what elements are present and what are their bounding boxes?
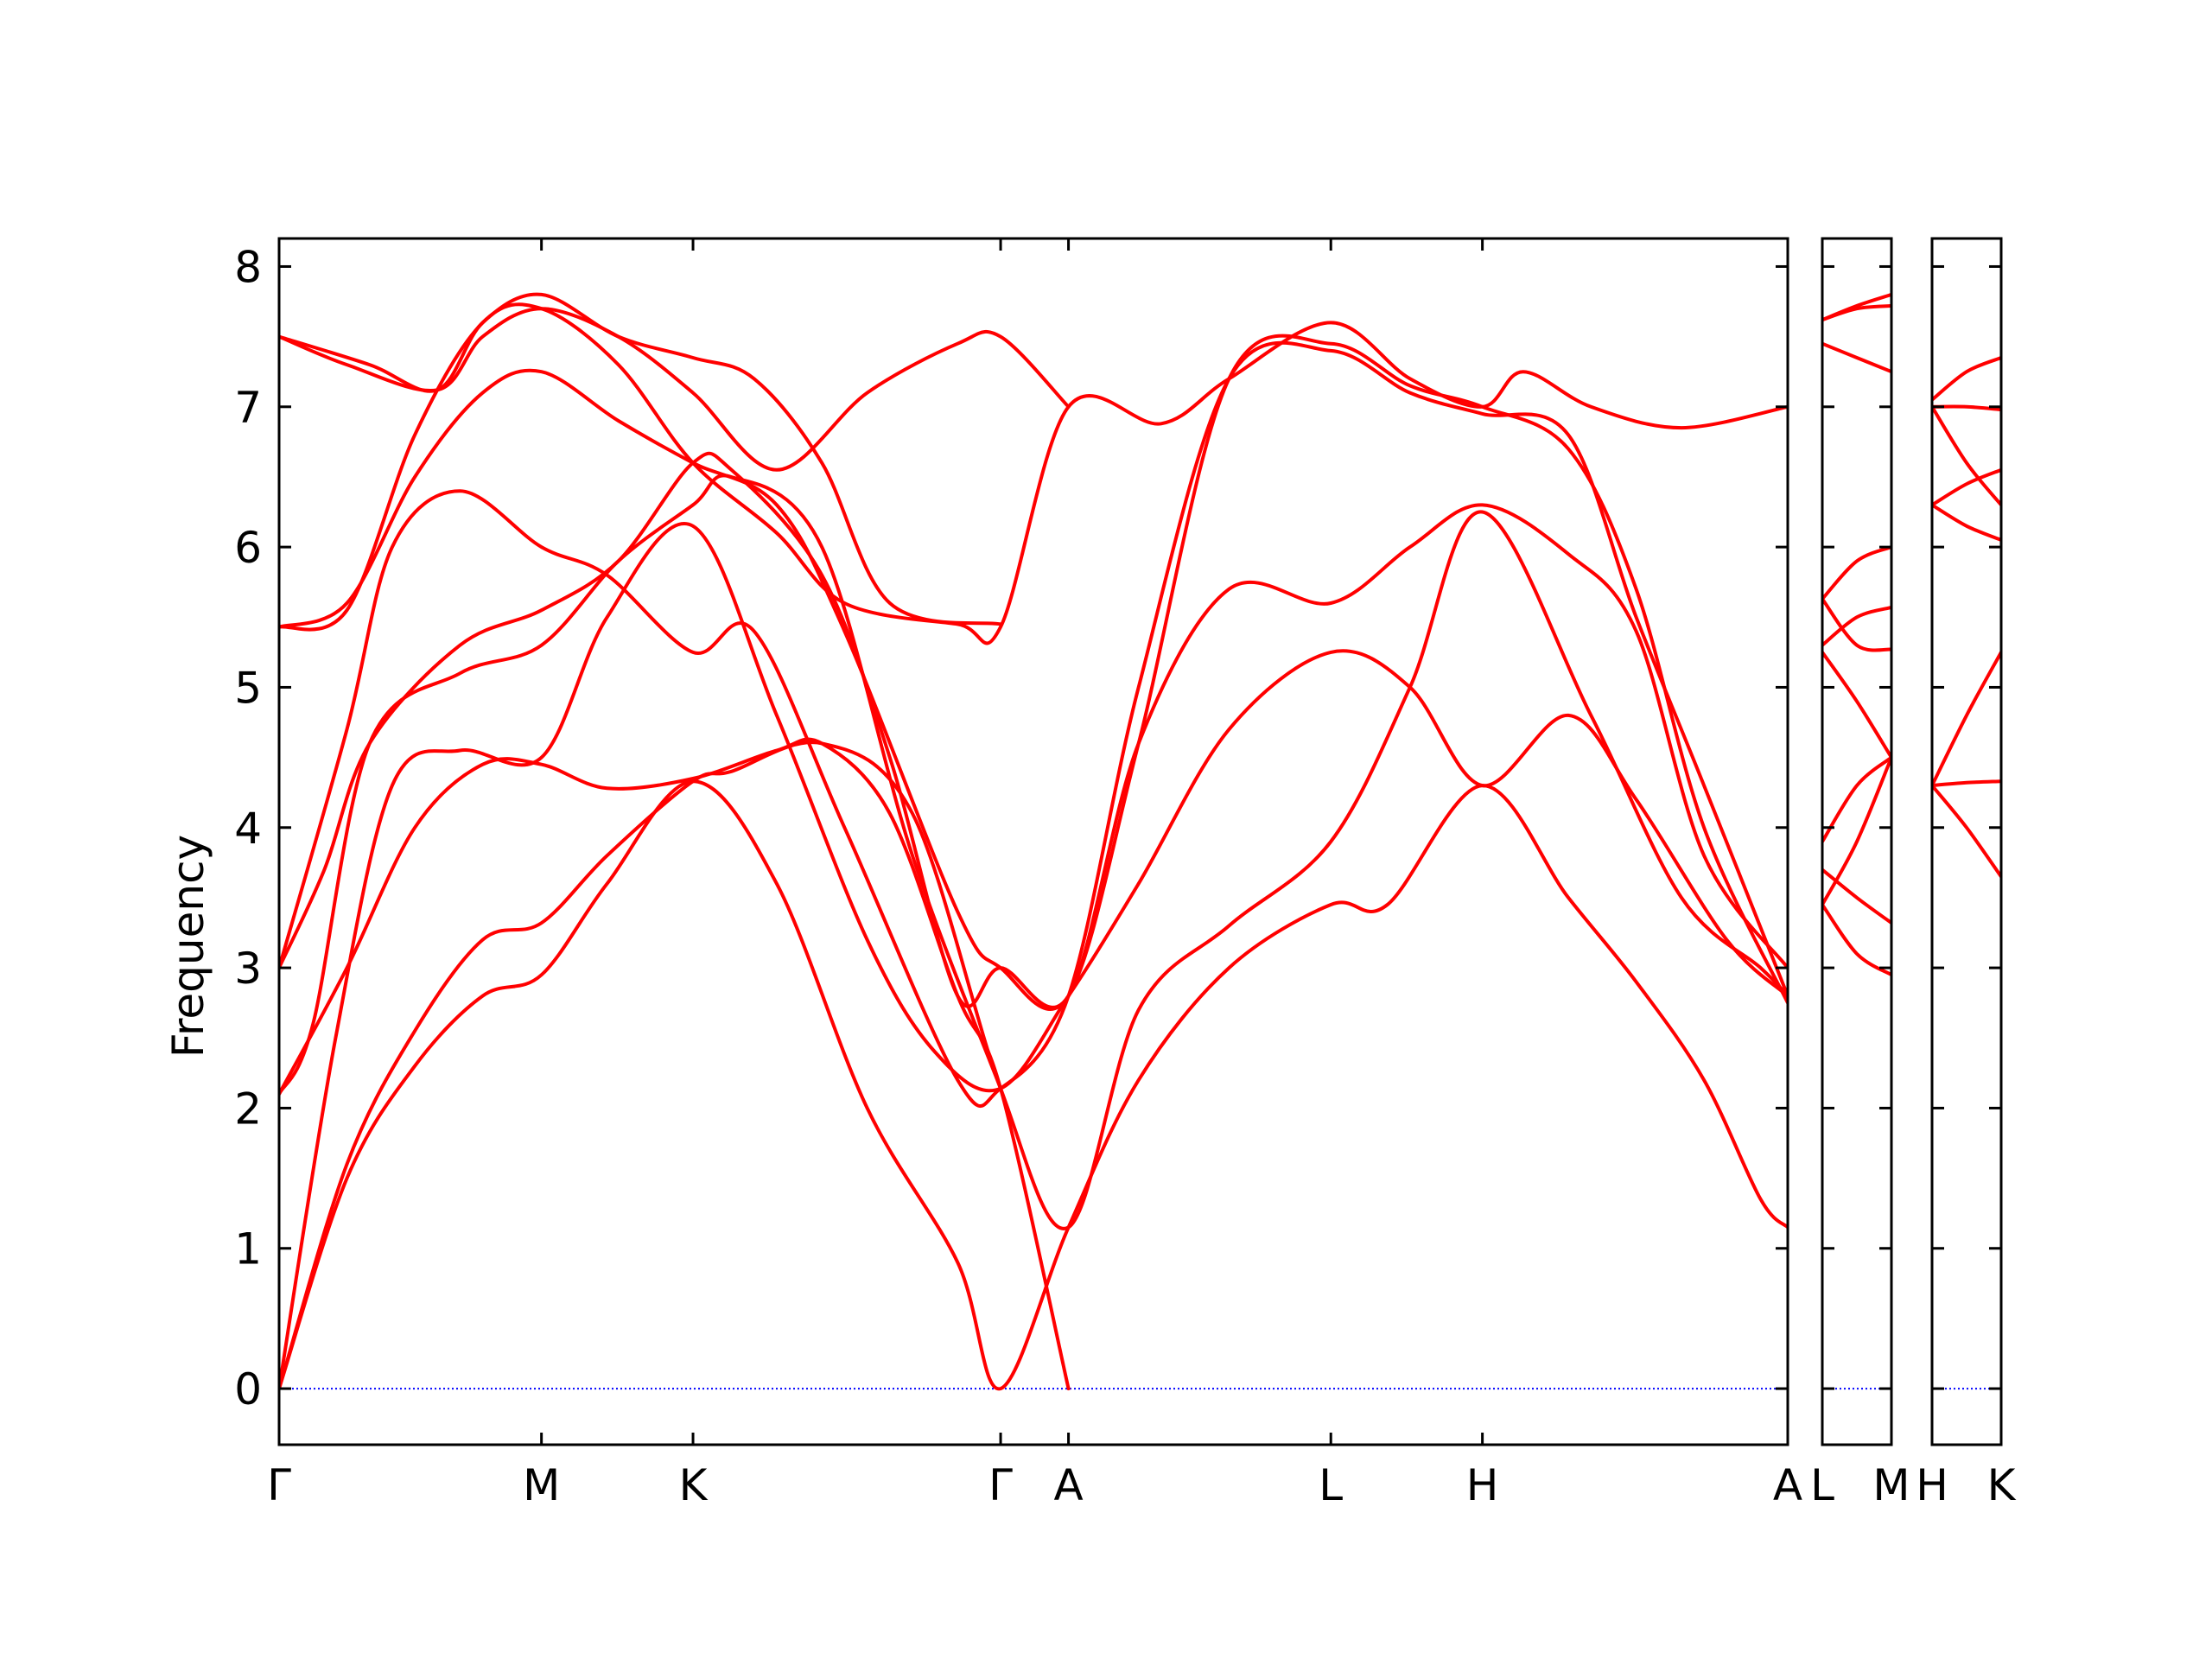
x-tick-label: K (1987, 1460, 2017, 1510)
y-tick-label: 0 (234, 1364, 262, 1414)
x-tick-label: M (523, 1460, 560, 1510)
band-line-8 (279, 302, 1788, 645)
band-line-3 (1822, 755, 1891, 843)
band-line-7 (279, 334, 1788, 1011)
band-line-9 (1822, 303, 1891, 322)
x-tick-label: K (679, 1460, 709, 1510)
x-tick-label: L (1319, 1460, 1343, 1510)
band-line-2 (279, 522, 1788, 1391)
band-line-3 (1932, 503, 2001, 542)
x-tick-label: M (1872, 1460, 1910, 1510)
x-tick-label: H (1466, 1460, 1499, 1510)
band-line-0 (1932, 779, 2001, 788)
band-line-6 (279, 340, 1788, 1109)
band-line-0 (1822, 903, 1891, 977)
band-line-4 (279, 474, 1002, 1096)
y-tick-label: 4 (234, 804, 262, 854)
band-line-10 (279, 307, 1071, 472)
x-tick-label: A (1053, 1460, 1083, 1510)
y-tick-label: 3 (234, 944, 262, 994)
band-line-10 (1822, 292, 1891, 322)
band-line-7 (1932, 356, 2001, 402)
x-tick-label: H (1916, 1460, 1948, 1510)
y-tick-label: 7 (234, 383, 262, 433)
band-line-6 (1822, 605, 1891, 647)
band-line-0 (279, 779, 1788, 1391)
plot-frame (277, 237, 1789, 1446)
band-line-5 (279, 451, 1788, 1009)
band-line-4 (1932, 467, 2001, 507)
x-tick-label: A (1773, 1460, 1802, 1510)
y-tick-label: 1 (234, 1224, 262, 1274)
band-line-1 (1932, 784, 2001, 879)
band-group (1822, 292, 1891, 977)
band-line-2 (1822, 755, 1891, 906)
band-group (279, 292, 1788, 1391)
band-line-1 (279, 510, 1788, 1391)
band-line-5 (1822, 597, 1891, 652)
band-group (1932, 356, 2001, 879)
y-tick-label: 8 (234, 242, 262, 292)
band-line-5 (1932, 404, 2001, 507)
band-line-4 (1822, 650, 1891, 760)
y-axis-title: Frequency (163, 835, 213, 1058)
x-tick-label: L (1810, 1460, 1834, 1510)
plot-frame (1930, 237, 2003, 1446)
y-tick-label: 5 (234, 663, 262, 713)
y-tick-label: 6 (234, 523, 262, 573)
x-tick-label: Γ (988, 1460, 1013, 1510)
x-tick-label: Γ (267, 1460, 291, 1510)
band-line-9 (279, 292, 1002, 626)
plot-frame (1821, 237, 1893, 1446)
y-tick-label: 2 (234, 1084, 262, 1134)
band-line-1 (1822, 868, 1891, 925)
band-line-7 (1822, 545, 1891, 601)
band-line-2 (1932, 650, 2001, 788)
band-line-8 (1822, 341, 1891, 374)
